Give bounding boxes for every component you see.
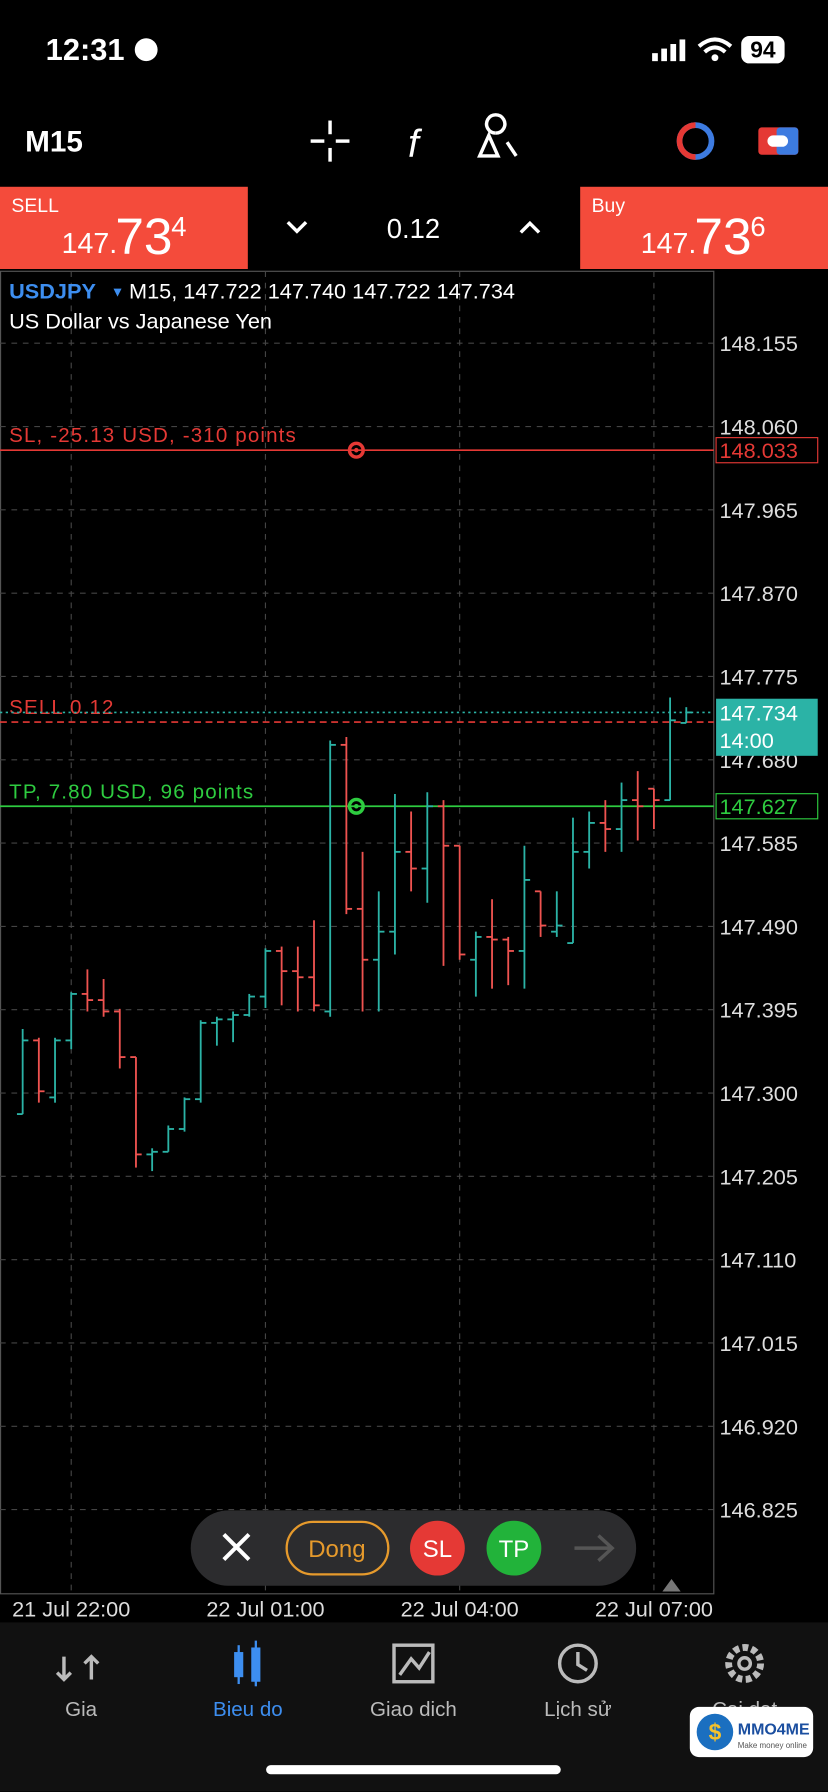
volume-up[interactable] [519,220,541,234]
y-tick-label: 147.300 [720,1081,798,1106]
sell-label: SELL [11,195,59,217]
sell-price-main: 73 [115,207,172,265]
nav-icon-history-hands [576,1652,588,1672]
buy-price-main: 73 [694,207,751,265]
chart-frame [0,270,715,1595]
tp-price-box [715,793,819,820]
close-position-button[interactable] [285,1520,390,1576]
chart: 148.155 148.060 147.965 147.870 147.775 147.6… [0,271,819,1622]
sl-handle [347,441,365,459]
sl-price: 148.033 [720,438,798,463]
tp-handle-dot [354,803,359,809]
x-tick-label: 21 Jul 22:00 [12,1597,130,1622]
crosshair-icon[interactable] [310,120,350,162]
y-tick-label: 148.060 [720,415,798,440]
sl-button[interactable] [410,1520,465,1576]
nav-icon-settings [725,1644,765,1683]
y-tick-label: 146.920 [720,1414,798,1439]
watermark-name: MMO4ME [738,1721,810,1738]
volume[interactable]: 0.12 [387,213,440,244]
close-icon[interactable] [222,1533,251,1561]
buy-price-small: 6 [750,211,765,242]
symbol-arrow: ▼ [111,284,125,299]
tp-button[interactable] [486,1520,542,1576]
status-time: 12:31 [46,32,125,67]
y-tick-label: 147.775 [720,664,798,689]
x-tick-label: 22 Jul 04:00 [401,1597,519,1622]
nav-icon-price [55,1654,100,1682]
home-indicator [266,1765,561,1775]
nav-label[interactable]: Gia [65,1698,98,1721]
buy-price-prefix: 147. [641,228,697,260]
oneclick-icon-half [676,122,696,160]
y-tick-label: 147.585 [720,831,798,856]
y-tick-label: 147.110 [720,1248,797,1273]
watermark-slogan: Make money online [738,1741,808,1750]
sell-price-prefix: 147. [62,228,118,260]
y-tick-label: 148.155 [720,331,798,356]
tp-button-label: TP [499,1536,530,1563]
nav-icon-trade-line [398,1651,431,1676]
sl-price-box [715,437,819,464]
sell-button[interactable] [0,186,248,270]
ohlc-info: M15, 147.722 147.740 147.722 147.734 [129,279,515,304]
nav-icon-chart [234,1640,261,1687]
nav-icon-trade [392,1643,435,1684]
y-tick-label: 147.395 [720,998,798,1023]
scroll-marker [662,1578,681,1592]
sl-label: SL, -25.13 USD, -310 points [9,424,297,447]
bid-countdown: 14:00 [720,728,774,753]
nav-label[interactable]: Lịch sử [544,1698,612,1721]
status-icon [134,38,158,62]
buy-button[interactable] [580,186,828,270]
y-tick-label: 147.205 [720,1164,798,1189]
battery-level: 94 [750,37,776,63]
position-label: SELL 0.12 [9,696,114,719]
sl-button-label: SL [423,1536,452,1563]
nav-label[interactable]: Bieu do [213,1698,283,1721]
volume-down[interactable] [286,220,308,234]
y-tick-label: 147.015 [720,1331,798,1356]
wifi [697,37,733,54]
timeframe[interactable]: M15 [25,125,83,158]
nav-label[interactable]: Giao dich [370,1698,457,1721]
nav-icon-history [557,1643,598,1684]
tp-price: 147.627 [720,794,798,819]
watermark-logo [696,1713,734,1751]
buy-label: Buy [592,195,626,217]
wifi-dot [711,54,719,62]
tp-handle [347,797,365,815]
symbol-description: US Dollar vs Japanese Yen [9,308,272,333]
y-tick-label: 147.490 [720,914,798,939]
y-tick-label: 147.870 [720,581,798,606]
nav-icon-settings-hub [737,1656,753,1671]
x-tick-label: 22 Jul 01:00 [206,1597,324,1622]
close-position-label: Dong [308,1536,365,1563]
tp-label: TP, 7.80 USD, 96 points [9,780,254,803]
x-tick-label: 22 Jul 07:00 [595,1597,713,1622]
bid-price-box [716,698,818,756]
nav-bar [0,1622,828,1792]
next-icon [574,1534,615,1562]
bid-price: 147.734 [720,700,798,725]
trade-icon-pill [767,135,789,147]
sl-handle-dot [354,447,359,453]
watermark-logo-sign: $ [709,1719,722,1745]
y-tick-label: 146.825 [720,1498,798,1523]
symbol[interactable]: USDJPY [9,279,96,304]
objects-icon[interactable] [477,113,518,158]
y-tick-label: 147.965 [720,498,798,523]
sell-price-small: 4 [171,211,186,242]
signal [652,39,686,62]
battery [741,36,785,64]
